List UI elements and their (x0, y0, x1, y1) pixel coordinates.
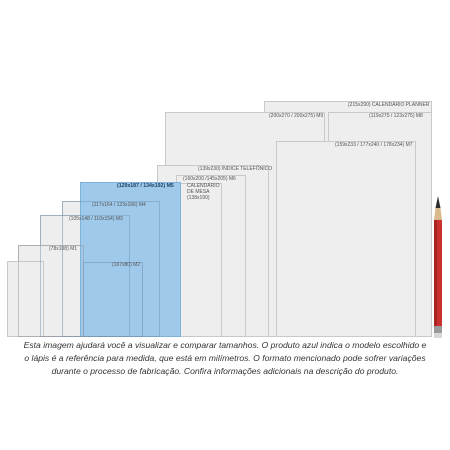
label-m7: (159x233 / 177x240 / 178x234) M7 (335, 142, 413, 148)
panel-m2 (83, 262, 143, 337)
panel-calendario (180, 183, 222, 337)
caption-line-3: durante o processo de fabricação. Confir… (51, 366, 399, 376)
panel-m1-outline (18, 245, 84, 337)
caption-line-1: Esta imagem ajudará você a visualizar e … (23, 340, 427, 350)
caption-line-2: o lápis é a referência para medida, que … (24, 353, 426, 363)
label-m6: (160x200 /145x205) M6 (183, 176, 236, 182)
label-m9: (200x270 / 200x275) M9 (269, 113, 324, 119)
label-calendario-line2: DE MESA (187, 188, 210, 195)
label-m8: (119x275 / 123x275) M8 (369, 113, 423, 119)
label-m3: (105x148 / 110x154) M3 (69, 216, 123, 222)
caption: Esta imagem ajudará você a visualizar e … (0, 339, 450, 378)
panel-m5-selected (80, 182, 181, 337)
label-m5: (129x187 / 134x192) M5 (117, 183, 174, 189)
label-calendario-line1: CALENDÁRIO (187, 183, 220, 189)
panel-small (7, 261, 44, 337)
label-calendario-line3: (138x190) (187, 194, 210, 201)
label-m4: (117x164 / 123x166) M4 (92, 202, 146, 208)
label-calendario: CALENDÁRIO DE MESA (138x190) (187, 183, 220, 201)
label-m2: (167x80) M2 (112, 262, 141, 268)
panel-m7 (276, 141, 416, 337)
label-m1: (78x108) M1 (49, 246, 78, 252)
label-indice: (139x230) ÍNDICE TELEFÔNICO (198, 166, 273, 172)
label-planner: (215x290) CALENDÁRIO PLANNER (348, 102, 430, 108)
pencil-icon (434, 196, 442, 338)
